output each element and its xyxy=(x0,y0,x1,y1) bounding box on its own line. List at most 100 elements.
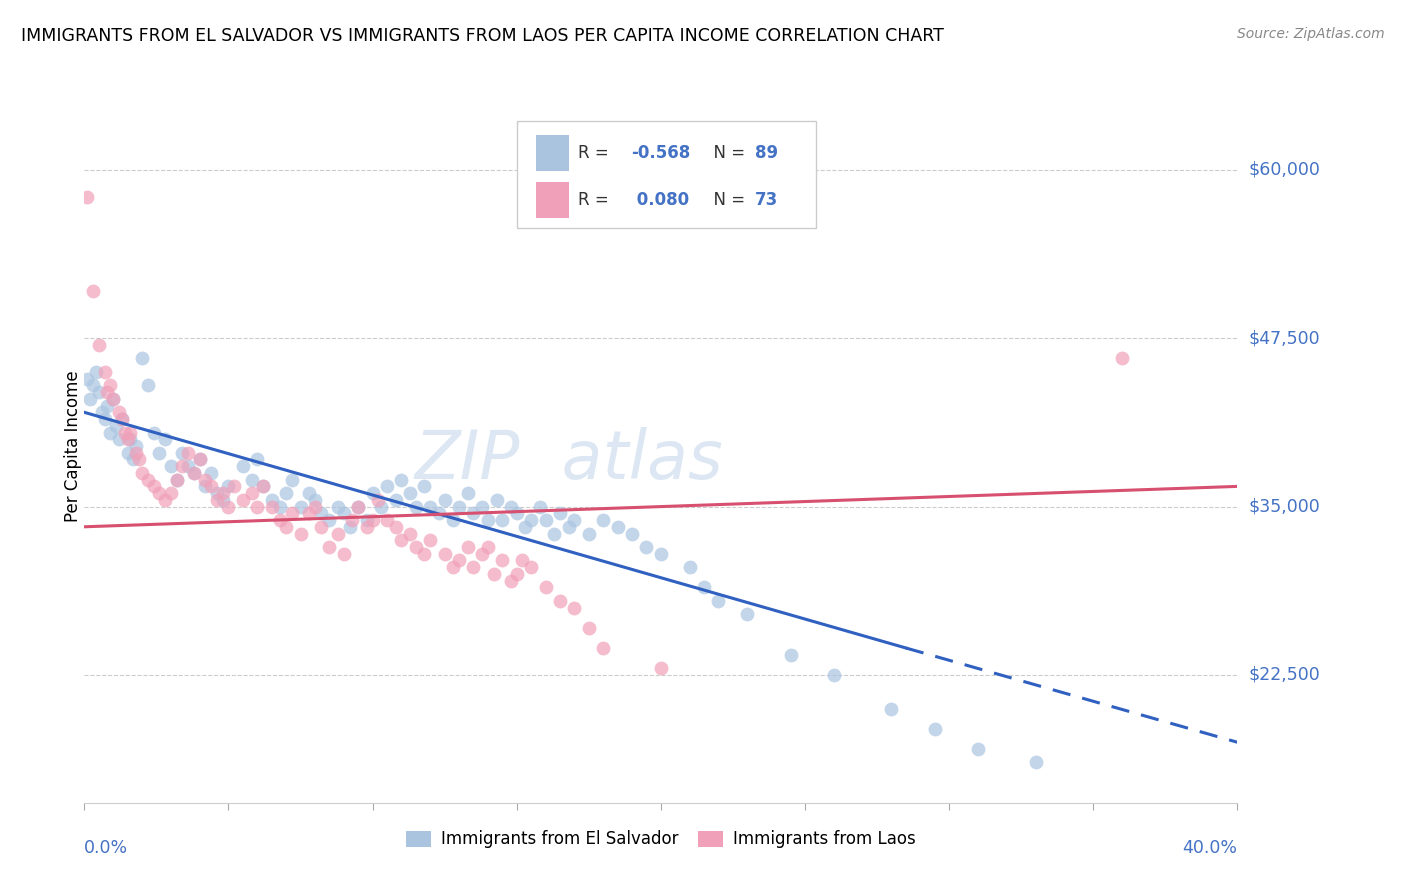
Text: R =: R = xyxy=(578,144,614,161)
Point xyxy=(290,526,312,541)
Point xyxy=(183,466,205,480)
Point xyxy=(177,459,200,474)
Point xyxy=(449,500,471,514)
Point xyxy=(339,520,361,534)
Text: $35,000: $35,000 xyxy=(1249,498,1320,516)
Point xyxy=(96,385,118,400)
Point xyxy=(111,412,134,426)
Point xyxy=(606,520,628,534)
Point xyxy=(76,372,98,386)
Point xyxy=(93,365,115,379)
Point xyxy=(391,533,413,548)
Point xyxy=(260,492,283,507)
Point xyxy=(117,432,139,446)
Point xyxy=(153,492,176,507)
Point xyxy=(200,466,222,480)
Point xyxy=(779,648,801,662)
Point xyxy=(240,486,263,500)
Point xyxy=(482,566,505,581)
Point xyxy=(441,513,464,527)
Point xyxy=(224,479,246,493)
Point xyxy=(188,452,211,467)
Point xyxy=(125,439,148,453)
Point xyxy=(1025,756,1047,770)
Point xyxy=(650,547,672,561)
Point xyxy=(548,506,571,520)
Point xyxy=(441,560,464,574)
Point xyxy=(534,513,557,527)
Point xyxy=(427,506,450,520)
Point xyxy=(211,492,233,507)
Point xyxy=(105,418,128,433)
Text: 73: 73 xyxy=(755,191,779,209)
Point xyxy=(240,473,263,487)
Point xyxy=(419,500,441,514)
Point xyxy=(491,553,513,567)
Point xyxy=(405,540,427,554)
Point xyxy=(520,513,543,527)
Point xyxy=(506,566,529,581)
Text: $22,500: $22,500 xyxy=(1249,666,1320,684)
Point xyxy=(276,486,298,500)
Point xyxy=(76,190,98,204)
Y-axis label: Per Capita Income: Per Capita Income xyxy=(65,370,82,522)
Point xyxy=(108,432,131,446)
Point xyxy=(707,594,730,608)
Point xyxy=(636,540,658,554)
Point xyxy=(413,479,436,493)
Point xyxy=(153,432,176,446)
Point xyxy=(232,459,254,474)
Point xyxy=(120,425,142,440)
Point xyxy=(823,668,845,682)
Point xyxy=(326,500,349,514)
Point xyxy=(122,452,145,467)
Point xyxy=(592,640,614,655)
Text: N =: N = xyxy=(703,191,751,209)
Point xyxy=(194,479,217,493)
Point xyxy=(318,513,340,527)
Point xyxy=(160,486,183,500)
Point xyxy=(136,473,159,487)
Point xyxy=(309,506,332,520)
Point xyxy=(148,486,170,500)
Text: $60,000: $60,000 xyxy=(1249,161,1320,179)
Point xyxy=(578,526,600,541)
Point xyxy=(333,547,356,561)
Text: 40.0%: 40.0% xyxy=(1182,838,1237,857)
Point xyxy=(252,479,274,493)
Point xyxy=(281,506,304,520)
Point xyxy=(172,459,194,474)
Point xyxy=(160,459,183,474)
Point xyxy=(232,492,254,507)
Point xyxy=(183,466,205,480)
Point xyxy=(142,425,165,440)
Point xyxy=(108,405,131,419)
Point xyxy=(79,392,101,406)
Point xyxy=(304,500,326,514)
Point xyxy=(449,553,471,567)
Point xyxy=(477,540,499,554)
Point xyxy=(347,500,370,514)
Text: R =: R = xyxy=(578,191,614,209)
Point xyxy=(520,560,543,574)
Point xyxy=(131,351,153,366)
Point xyxy=(471,547,494,561)
Point xyxy=(578,621,600,635)
Point xyxy=(98,425,121,440)
Point xyxy=(367,492,389,507)
Point xyxy=(246,500,269,514)
Point xyxy=(737,607,759,622)
Point xyxy=(309,520,332,534)
Point xyxy=(548,594,571,608)
Point xyxy=(679,560,702,574)
Point xyxy=(93,412,115,426)
Point xyxy=(391,473,413,487)
Point xyxy=(471,500,494,514)
Text: N =: N = xyxy=(703,144,751,161)
Point xyxy=(111,412,134,426)
Point xyxy=(90,405,112,419)
Point xyxy=(103,392,124,406)
Point xyxy=(333,506,356,520)
Point xyxy=(318,540,340,554)
Point xyxy=(84,365,107,379)
